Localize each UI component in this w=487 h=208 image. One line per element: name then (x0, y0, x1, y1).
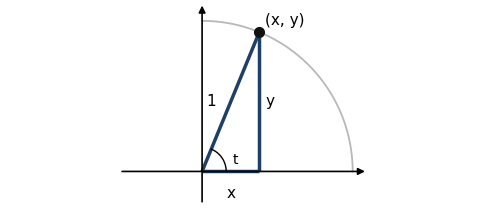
Text: (x, y): (x, y) (265, 13, 305, 28)
Text: t: t (232, 153, 238, 167)
Text: y: y (265, 94, 274, 109)
Text: 1: 1 (206, 94, 216, 109)
Text: x: x (226, 187, 235, 202)
